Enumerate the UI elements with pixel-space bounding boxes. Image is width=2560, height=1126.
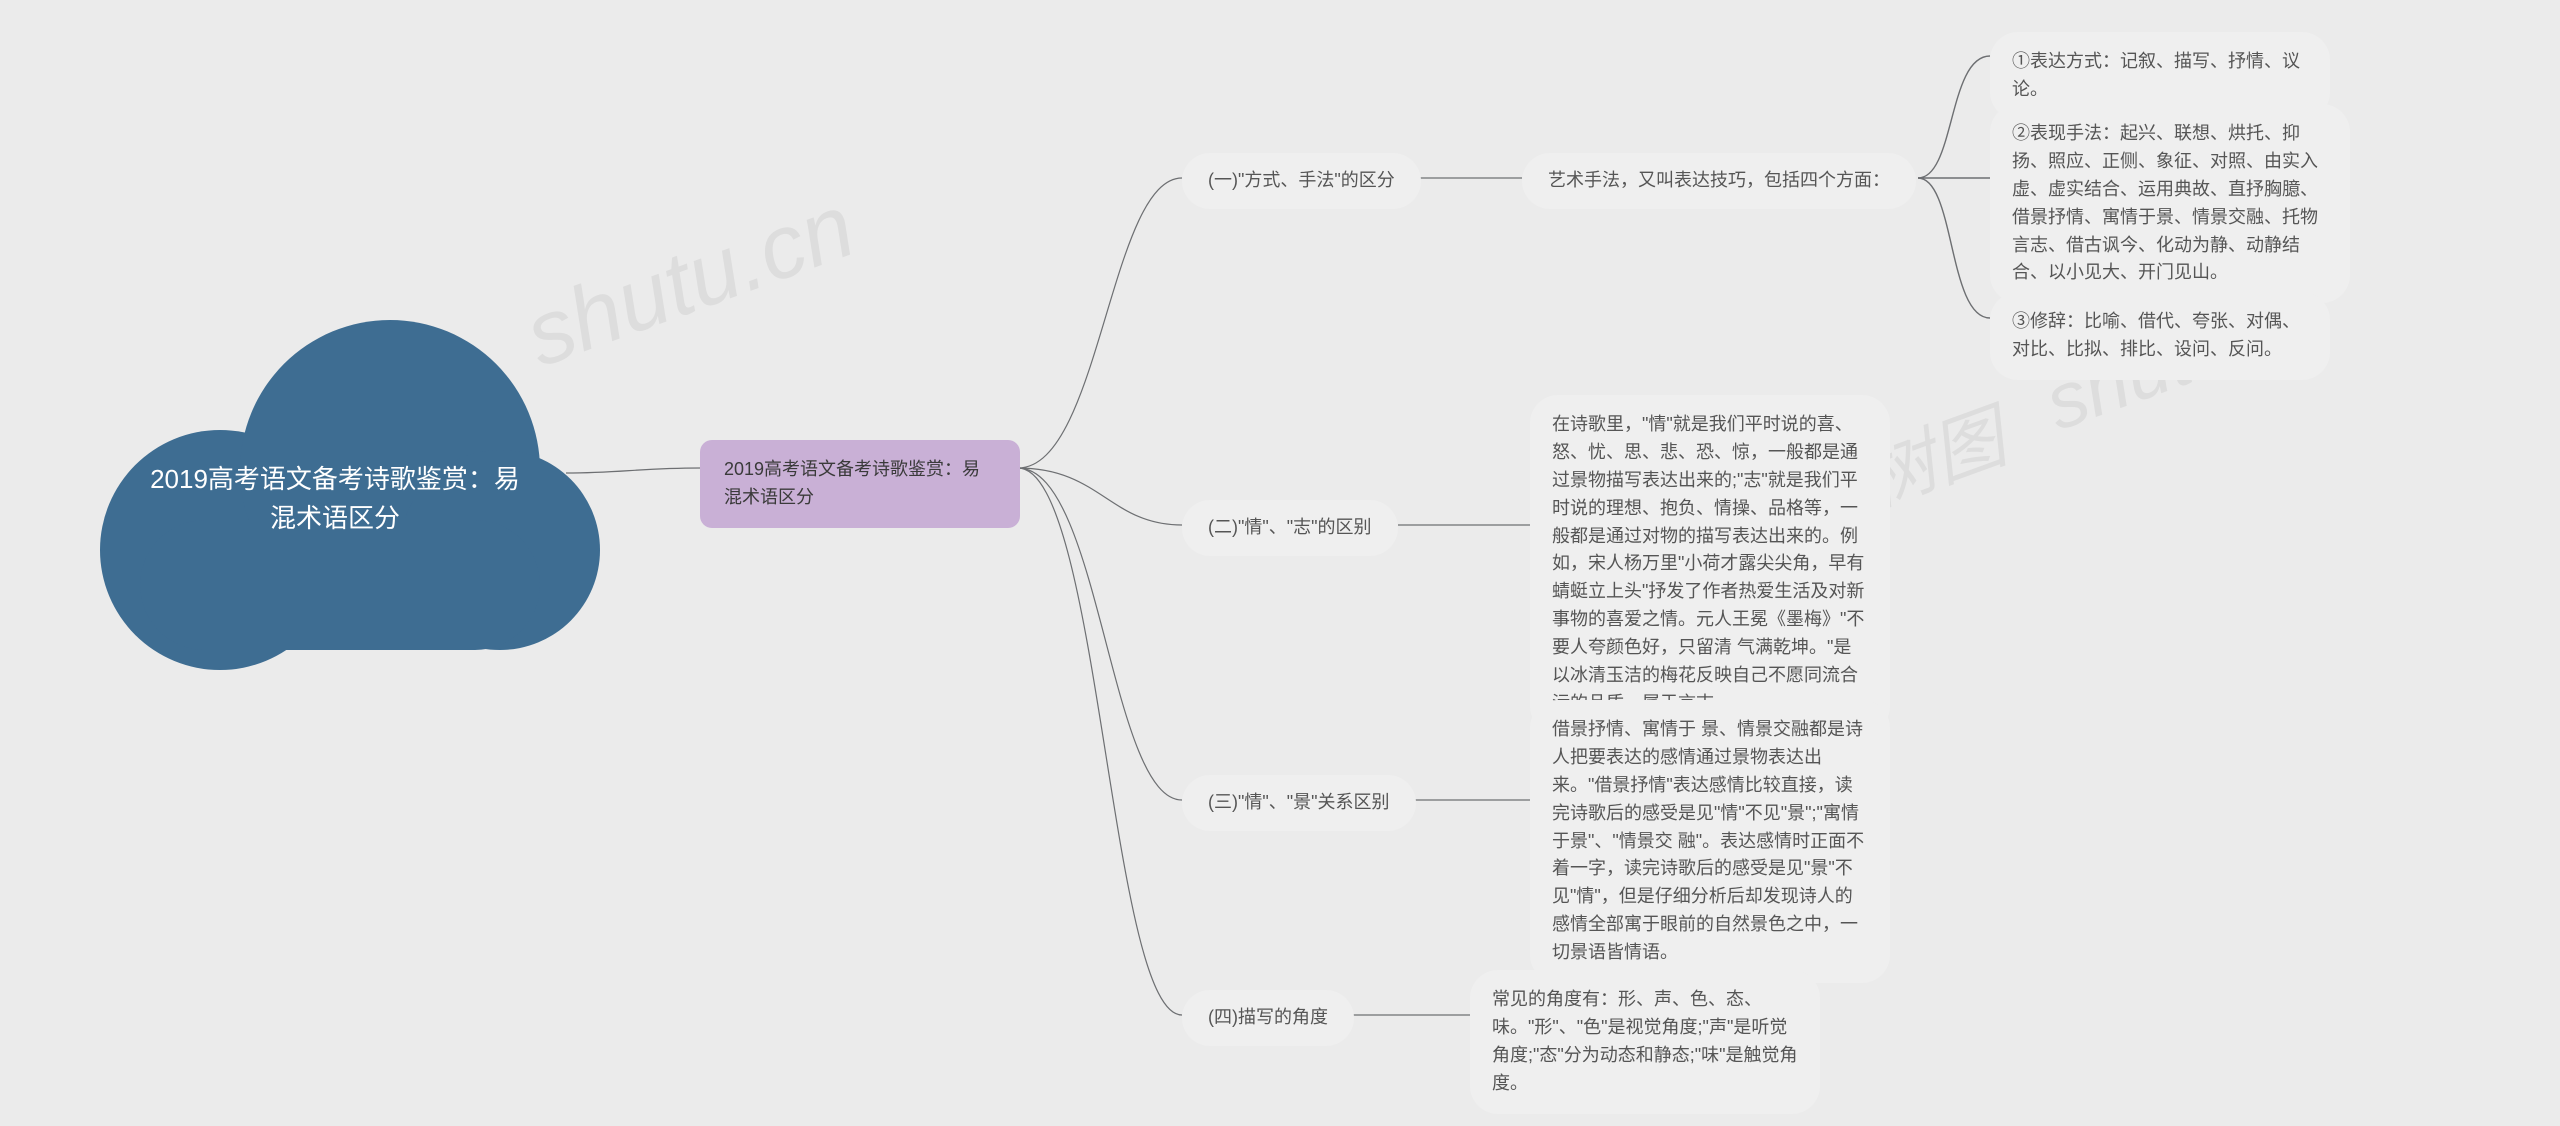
section-2-node: (二)"情"、"志"的区别 bbox=[1182, 500, 1398, 556]
section-1-leaf-2-text: ②表现手法：起兴、联想、烘托、抑扬、照应、正侧、象征、对照、由实入虚、虚实结合、… bbox=[2012, 120, 2328, 287]
section-4-leaf: 常见的角度有：形、声、色、态、味。"形"、"色"是视觉角度;"声"是听觉角度;"… bbox=[1470, 970, 1820, 1114]
level1-label: 2019高考语文备考诗歌鉴赏：易混术语区分 bbox=[724, 456, 996, 512]
section-3-node: (三)"情"、"景"关系区别 bbox=[1182, 775, 1416, 831]
root-node-label: 2019高考语文备考诗歌鉴赏：易混术语区分 bbox=[100, 460, 570, 538]
section-1-child: 艺术手法，又叫表达技巧，包括四个方面： bbox=[1522, 153, 1916, 209]
section-1-leaf-1-text: ①表达方式：记叙、描写、抒情、议论。 bbox=[2012, 48, 2308, 104]
section-1-label: (一)"方式、手法"的区分 bbox=[1208, 167, 1395, 195]
section-1-child-label: 艺术手法，又叫表达技巧，包括四个方面： bbox=[1548, 167, 1890, 195]
section-1-node: (一)"方式、手法"的区分 bbox=[1182, 153, 1421, 209]
section-3-leaf-text: 借景抒情、寓情于 景、情景交融都是诗人把要表达的感情通过景物表达出来。"借景抒情… bbox=[1552, 716, 1868, 967]
root-node: 2019高考语文备考诗歌鉴赏：易混术语区分 bbox=[100, 310, 570, 640]
section-2-leaf: 在诗歌里，"情"就是我们平时说的喜、怒、忧、思、悲、恐、惊，一般都是通过景物描写… bbox=[1530, 395, 1890, 734]
section-3-label: (三)"情"、"景"关系区别 bbox=[1208, 789, 1390, 817]
section-1-leaf-3: ③修辞：比喻、借代、夸张、对偶、对比、比拟、排比、设问、反问。 bbox=[1990, 292, 2330, 380]
section-3-leaf: 借景抒情、寓情于 景、情景交融都是诗人把要表达的感情通过景物表达出来。"借景抒情… bbox=[1530, 700, 1890, 983]
section-1-leaf-3-text: ③修辞：比喻、借代、夸张、对偶、对比、比拟、排比、设问、反问。 bbox=[2012, 308, 2308, 364]
level1-node: 2019高考语文备考诗歌鉴赏：易混术语区分 bbox=[700, 440, 1020, 528]
section-2-leaf-text: 在诗歌里，"情"就是我们平时说的喜、怒、忧、思、悲、恐、惊，一般都是通过景物描写… bbox=[1552, 411, 1868, 718]
section-4-node: (四)描写的角度 bbox=[1182, 990, 1354, 1046]
section-4-label: (四)描写的角度 bbox=[1208, 1004, 1328, 1032]
section-4-leaf-text: 常见的角度有：形、声、色、态、味。"形"、"色"是视觉角度;"声"是听觉角度;"… bbox=[1492, 986, 1798, 1098]
section-1-leaf-2: ②表现手法：起兴、联想、烘托、抑扬、照应、正侧、象征、对照、由实入虚、虚实结合、… bbox=[1990, 104, 2350, 303]
section-2-label: (二)"情"、"志"的区别 bbox=[1208, 514, 1372, 542]
